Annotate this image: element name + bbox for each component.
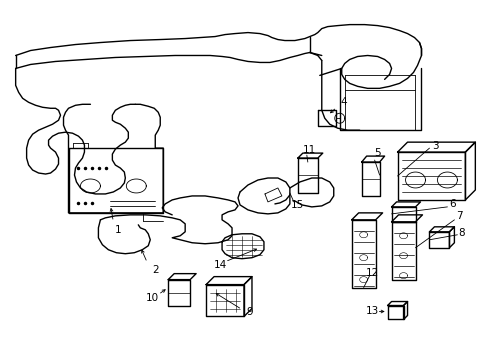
Text: 13: 13 [365,306,379,316]
Text: 1: 1 [115,225,122,235]
Text: 7: 7 [455,211,462,221]
Text: 8: 8 [457,228,464,238]
Text: 12: 12 [365,267,379,278]
Text: 3: 3 [431,141,438,151]
Text: 6: 6 [448,199,455,209]
Text: 14: 14 [213,260,226,270]
Text: 4: 4 [340,97,346,107]
Text: 9: 9 [246,307,253,318]
Text: 10: 10 [145,293,159,302]
Text: 15: 15 [291,200,304,210]
Text: 5: 5 [373,148,380,158]
Text: 11: 11 [303,145,316,155]
Text: 2: 2 [152,265,158,275]
